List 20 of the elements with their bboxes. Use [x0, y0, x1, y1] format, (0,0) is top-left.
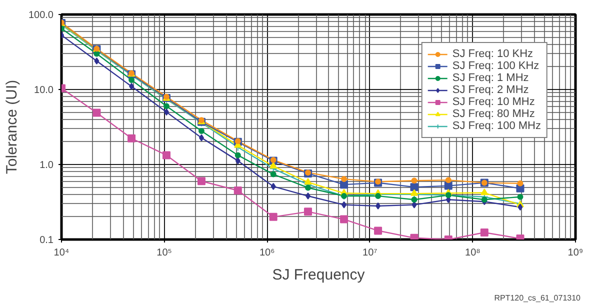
- y-tick-label: 1.0: [40, 160, 54, 171]
- text: RPT120_cs_61_071310: [494, 294, 582, 302]
- y-tick-label: 10.0: [34, 85, 54, 96]
- x-tick-label: 10⁶: [259, 248, 275, 258]
- x-tick-label: 10⁹: [568, 248, 584, 258]
- y-tick-label: 100.0: [28, 10, 54, 21]
- x-axis-title: SJ Frequency: [272, 266, 366, 284]
- legend-label: SJ Freq: 100 MHz: [452, 120, 541, 132]
- legend-label: SJ Freq: 2 MHz: [452, 84, 529, 96]
- x-tick-label: 10⁴: [54, 248, 70, 258]
- y-axis-title: Tolerance (UI): [3, 80, 20, 174]
- legend-label: SJ Freq: 1 MHz: [452, 72, 529, 84]
- y-tick-label: 0.1: [40, 235, 54, 246]
- legend-label: SJ Freq: 80 MHz: [452, 108, 535, 120]
- x-tick-label: 10⁸: [465, 248, 480, 258]
- legend-label: SJ Freq: 10 MHz: [452, 96, 535, 108]
- legend-label: SJ Freq: 100 KHz: [452, 60, 540, 72]
- x-tick-label: 10⁷: [362, 248, 378, 258]
- legend-label: SJ Freq: 10 KHz: [452, 48, 534, 60]
- x-tick-label: 10⁵: [156, 248, 172, 258]
